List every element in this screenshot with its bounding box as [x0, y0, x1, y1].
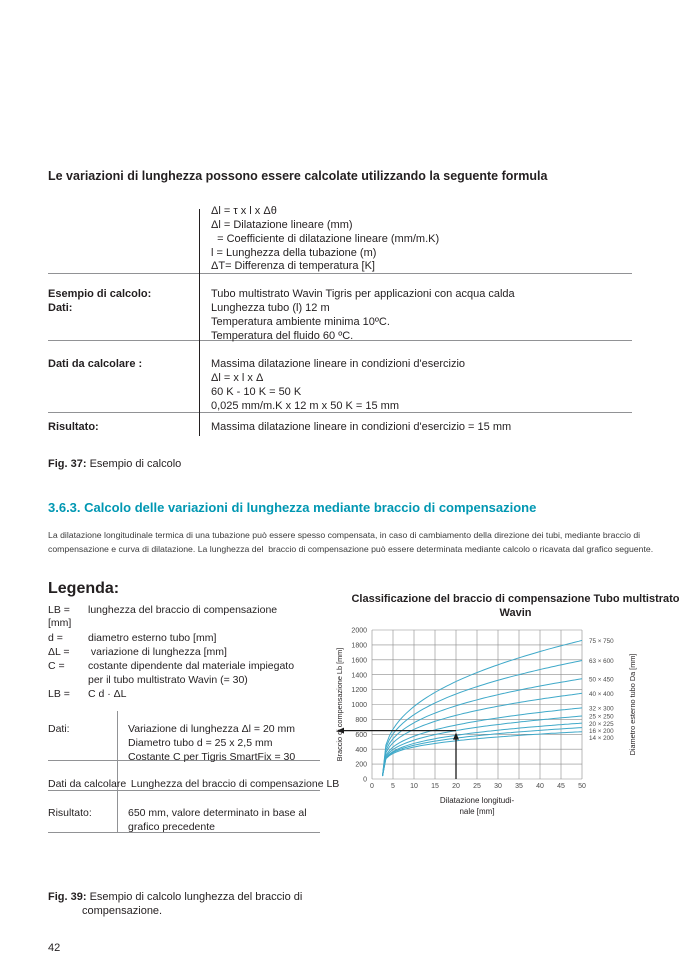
- svg-text:45: 45: [557, 783, 565, 790]
- svg-text:15: 15: [431, 783, 439, 790]
- svg-text:0: 0: [363, 777, 367, 784]
- svg-text:1400: 1400: [351, 672, 367, 679]
- svg-text:16 × 200: 16 × 200: [589, 728, 614, 735]
- svg-text:600: 600: [355, 732, 367, 739]
- svg-text:1600: 1600: [351, 657, 367, 664]
- svg-text:63 × 600: 63 × 600: [589, 658, 614, 665]
- svg-text:1000: 1000: [351, 702, 367, 709]
- svg-text:1200: 1200: [351, 687, 367, 694]
- svg-text:800: 800: [355, 717, 367, 724]
- svg-text:30: 30: [494, 783, 502, 790]
- svg-text:20 × 225: 20 × 225: [589, 721, 614, 728]
- svg-text:200: 200: [355, 762, 367, 769]
- svg-text:25 × 250: 25 × 250: [589, 714, 614, 721]
- svg-text:35: 35: [515, 783, 523, 790]
- svg-text:32 × 300: 32 × 300: [589, 706, 614, 713]
- svg-text:nale [mm]: nale [mm]: [459, 807, 494, 816]
- svg-text:14 × 200: 14 × 200: [589, 735, 614, 742]
- svg-text:40: 40: [536, 783, 544, 790]
- svg-text:2000: 2000: [351, 628, 367, 635]
- svg-text:25: 25: [473, 783, 481, 790]
- svg-text:0: 0: [370, 783, 374, 790]
- svg-text:Braccio di compensazione Lb [m: Braccio di compensazione Lb [mm]: [335, 648, 344, 762]
- svg-text:20: 20: [452, 783, 460, 790]
- svg-text:400: 400: [355, 747, 367, 754]
- svg-text:Diametro esterno tubo Da [mm]: Diametro esterno tubo Da [mm]: [628, 654, 637, 756]
- svg-text:5: 5: [391, 783, 395, 790]
- svg-text:75 × 750: 75 × 750: [589, 638, 614, 645]
- svg-text:40 × 400: 40 × 400: [589, 691, 614, 698]
- svg-text:Dilatazione longitudi-: Dilatazione longitudi-: [440, 796, 515, 805]
- svg-text:1800: 1800: [351, 643, 367, 650]
- svg-text:10: 10: [410, 783, 418, 790]
- svg-text:50 × 450: 50 × 450: [589, 676, 614, 683]
- svg-text:50: 50: [578, 783, 586, 790]
